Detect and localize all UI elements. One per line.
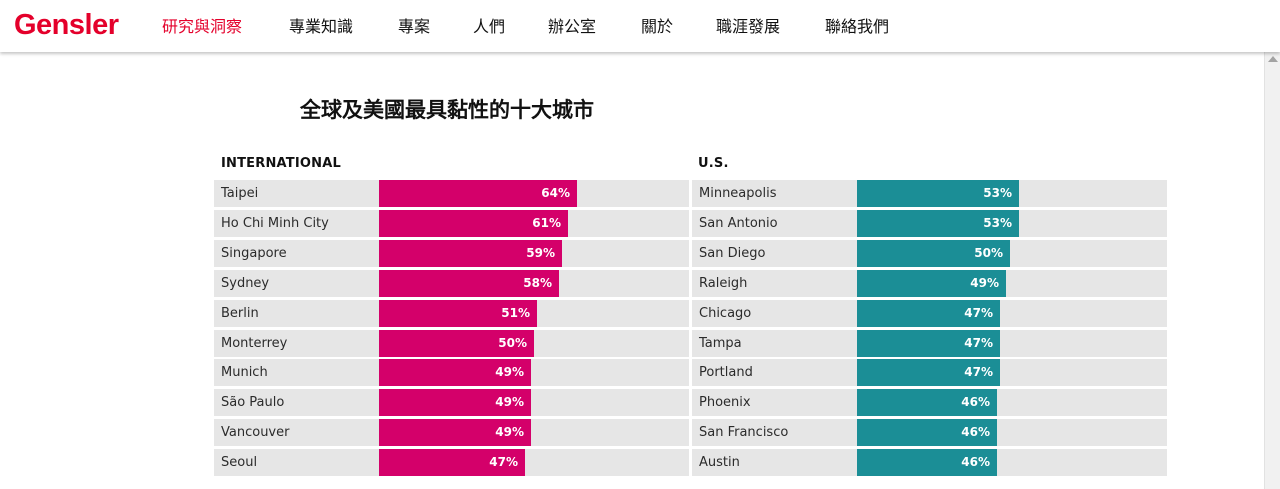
- us-heading: U.S.: [698, 156, 729, 171]
- scroll-up-arrow-icon[interactable]: [1268, 56, 1278, 62]
- us-city-label: San Antonio: [699, 216, 778, 231]
- us-bar: 50%: [857, 240, 1010, 267]
- international-city-label: Seoul: [221, 455, 258, 470]
- international-row: Ho Chi Minh City 61%: [214, 210, 689, 237]
- us-city-label: Phoenix: [699, 395, 751, 410]
- international-row: Vancouver 49%: [214, 419, 689, 446]
- international-bar: 58%: [379, 270, 559, 297]
- us-row: San Francisco 46%: [692, 419, 1167, 446]
- vertical-scrollbar[interactable]: [1264, 52, 1280, 489]
- us-city-label: Austin: [699, 455, 740, 470]
- us-row: Austin 46%: [692, 449, 1167, 476]
- us-value-label: 53%: [983, 216, 1012, 230]
- international-bar: 49%: [379, 359, 531, 386]
- us-city-label: Portland: [699, 365, 753, 380]
- us-bar: 47%: [857, 300, 1000, 327]
- nav-item-careers[interactable]: 職涯發展: [716, 17, 781, 36]
- us-value-label: 53%: [983, 186, 1012, 200]
- international-city-label: Sydney: [221, 276, 270, 291]
- international-row: São Paulo 49%: [214, 389, 689, 416]
- international-bar: 64%: [379, 180, 577, 207]
- us-value-label: 49%: [970, 276, 999, 290]
- us-row: Phoenix 46%: [692, 389, 1167, 416]
- us-city-label: Raleigh: [699, 276, 748, 291]
- international-city-label: Berlin: [221, 306, 259, 321]
- international-value-label: 58%: [523, 276, 552, 290]
- international-row: Sydney 58%: [214, 270, 689, 297]
- us-value-label: 47%: [964, 336, 993, 350]
- us-bar: 49%: [857, 270, 1006, 297]
- international-row: Taipei 64%: [214, 180, 689, 207]
- us-value-label: 47%: [964, 365, 993, 379]
- us-value-label: 46%: [961, 425, 990, 439]
- international-city-label: Taipei: [221, 186, 259, 201]
- nav-item-people[interactable]: 人們: [473, 17, 506, 36]
- international-bar: 47%: [379, 449, 525, 476]
- us-bar: 46%: [857, 419, 997, 446]
- gensler-logo[interactable]: Gensler: [14, 9, 119, 41]
- us-bar: 47%: [857, 330, 1000, 357]
- us-bar: 46%: [857, 449, 997, 476]
- us-bar: 46%: [857, 389, 997, 416]
- international-city-label: Munich: [221, 365, 268, 380]
- international-bar: 49%: [379, 389, 531, 416]
- international-bar: 51%: [379, 300, 537, 327]
- international-value-label: 49%: [495, 365, 524, 379]
- international-row: Munich 49%: [214, 359, 689, 386]
- us-value-label: 46%: [961, 395, 990, 409]
- international-city-label: Monterrey: [221, 336, 288, 351]
- international-bar: 50%: [379, 330, 534, 357]
- us-value-label: 46%: [961, 455, 990, 469]
- us-bar: 53%: [857, 210, 1019, 237]
- international-value-label: 47%: [489, 455, 518, 469]
- us-value-label: 47%: [964, 306, 993, 320]
- us-bar: 47%: [857, 359, 1000, 386]
- international-bar: 61%: [379, 210, 568, 237]
- us-bar: 53%: [857, 180, 1019, 207]
- chart-title: 全球及美國最具黏性的十大城市: [300, 98, 594, 122]
- international-city-label: São Paulo: [221, 395, 285, 410]
- international-bar: 49%: [379, 419, 531, 446]
- nav-item-about[interactable]: 關於: [641, 17, 674, 36]
- international-row: Monterrey 50%: [214, 330, 689, 357]
- international-value-label: 49%: [495, 395, 524, 409]
- international-city-label: Singapore: [221, 246, 287, 261]
- international-row: Berlin 51%: [214, 300, 689, 327]
- us-row: San Diego 50%: [692, 240, 1167, 267]
- international-row: Seoul 47%: [214, 449, 689, 476]
- us-city-label: Minneapolis: [699, 186, 777, 201]
- nav-item-offices[interactable]: 辦公室: [548, 17, 597, 36]
- international-bar: 59%: [379, 240, 562, 267]
- nav-item-expertise[interactable]: 專業知識: [289, 17, 354, 36]
- nav-item-contact[interactable]: 聯絡我們: [825, 17, 890, 36]
- international-value-label: 49%: [495, 425, 524, 439]
- us-row: Chicago 47%: [692, 300, 1167, 327]
- international-row: Singapore 59%: [214, 240, 689, 267]
- nav-item-projects[interactable]: 專案: [398, 17, 431, 36]
- us-row: San Antonio 53%: [692, 210, 1167, 237]
- international-value-label: 59%: [526, 246, 555, 260]
- us-city-label: San Francisco: [699, 425, 789, 440]
- us-value-label: 50%: [974, 246, 1003, 260]
- us-city-label: Chicago: [699, 306, 752, 321]
- us-city-label: San Diego: [699, 246, 766, 261]
- us-row: Raleigh 49%: [692, 270, 1167, 297]
- international-value-label: 50%: [498, 336, 527, 350]
- international-value-label: 61%: [532, 216, 561, 230]
- us-row: Portland 47%: [692, 359, 1167, 386]
- us-row: Tampa 47%: [692, 330, 1167, 357]
- international-heading: INTERNATIONAL: [221, 156, 341, 171]
- us-city-label: Tampa: [699, 336, 742, 351]
- international-value-label: 64%: [541, 186, 570, 200]
- international-city-label: Ho Chi Minh City: [221, 216, 329, 231]
- us-row: Minneapolis 53%: [692, 180, 1167, 207]
- international-city-label: Vancouver: [221, 425, 290, 440]
- international-value-label: 51%: [501, 306, 530, 320]
- site-header: Gensler 研究與洞察 專業知識 專案 人們 辦公室 關於 職涯發展 聯絡我…: [0, 0, 1280, 52]
- nav-item-research-insights[interactable]: 研究與洞察: [162, 17, 243, 36]
